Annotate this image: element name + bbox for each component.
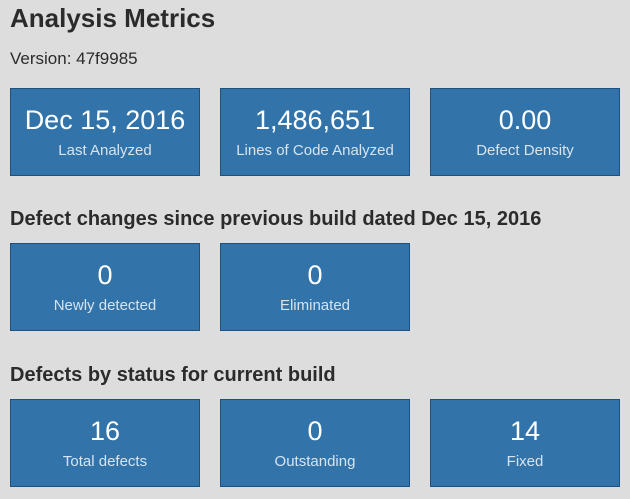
outstanding-label: Outstanding — [274, 453, 356, 470]
last-analyzed-tile: Dec 15, 2016 Last Analyzed — [10, 88, 200, 176]
fixed-value: 14 — [509, 416, 541, 446]
defects-by-status-row: 16 Total defects 0 Outstanding 14 Fixed — [10, 399, 630, 487]
lines-of-code-tile: 1,486,651 Lines of Code Analyzed — [220, 88, 410, 176]
defect-changes-row: 0 Newly detected 0 Eliminated — [10, 243, 630, 331]
defect-density-label: Defect Density — [476, 142, 574, 159]
eliminated-tile: 0 Eliminated — [220, 243, 410, 331]
summary-metrics-row: Dec 15, 2016 Last Analyzed 1,486,651 Lin… — [10, 88, 630, 176]
outstanding-tile: 0 Outstanding — [220, 399, 410, 487]
last-analyzed-label: Last Analyzed — [58, 142, 152, 159]
version-label: Version: 47f9985 — [10, 49, 138, 68]
fixed-label: Fixed — [506, 453, 544, 470]
lines-of-code-label: Lines of Code Analyzed — [236, 142, 394, 159]
total-defects-value: 16 — [89, 416, 121, 446]
last-analyzed-value: Dec 15, 2016 — [24, 105, 186, 135]
defects-by-status-heading: Defects by status for current build — [10, 364, 336, 386]
newly-detected-label: Newly detected — [53, 297, 157, 314]
defect-density-tile: 0.00 Defect Density — [430, 88, 620, 176]
eliminated-value: 0 — [307, 260, 323, 290]
page-title: Analysis Metrics — [10, 3, 216, 33]
newly-detected-value: 0 — [97, 260, 113, 290]
fixed-tile: 14 Fixed — [430, 399, 620, 487]
newly-detected-tile: 0 Newly detected — [10, 243, 200, 331]
defect-density-value: 0.00 — [498, 105, 552, 135]
outstanding-value: 0 — [307, 416, 323, 446]
eliminated-label: Eliminated — [279, 297, 351, 314]
lines-of-code-value: 1,486,651 — [254, 105, 376, 135]
defect-changes-heading: Defect changes since previous build date… — [10, 208, 542, 230]
total-defects-label: Total defects — [62, 453, 148, 470]
total-defects-tile: 16 Total defects — [10, 399, 200, 487]
